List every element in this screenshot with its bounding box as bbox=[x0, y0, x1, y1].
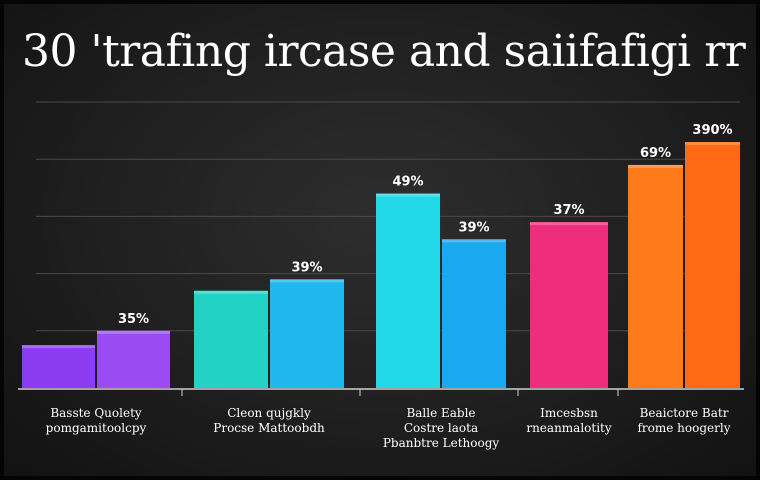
chart-title: 30 'trafing ircase and saiifafigi rroii bbox=[22, 26, 746, 77]
category-label: Costre laota bbox=[404, 421, 478, 435]
category-label: pomgamitoolcpy bbox=[46, 421, 147, 435]
category-label: Procse Mattoobdh bbox=[213, 421, 325, 435]
category-label: Pbanbtre Lethoogy bbox=[383, 436, 500, 450]
bar bbox=[22, 345, 95, 388]
bar-highlight bbox=[530, 222, 608, 226]
bar-highlight bbox=[22, 345, 95, 349]
bar bbox=[376, 193, 440, 388]
bar bbox=[685, 142, 740, 388]
bar-highlight bbox=[442, 239, 506, 243]
bar bbox=[530, 222, 608, 388]
category-label: Cleon qujgkly bbox=[227, 406, 311, 420]
category-label: Balle Eable bbox=[406, 406, 475, 420]
data-label: 390% bbox=[692, 123, 732, 138]
data-label: 49% bbox=[392, 175, 423, 190]
data-label: 69% bbox=[640, 146, 671, 161]
bar bbox=[270, 279, 344, 388]
bar-highlight bbox=[685, 142, 740, 146]
data-label: 39% bbox=[458, 220, 489, 235]
data-label: 35% bbox=[118, 312, 149, 327]
bar-highlight bbox=[270, 279, 344, 283]
category-label: rneanmalotity bbox=[526, 421, 612, 435]
bar-highlight bbox=[194, 290, 268, 294]
category-label: frome hoogerly bbox=[637, 421, 730, 435]
bar-highlight bbox=[628, 164, 683, 168]
bar bbox=[442, 239, 506, 388]
bar bbox=[194, 290, 268, 388]
data-label: 37% bbox=[553, 203, 584, 218]
bar bbox=[628, 164, 683, 388]
category-label: Beaictore Batr bbox=[640, 406, 729, 420]
bar-highlight bbox=[376, 193, 440, 197]
data-label: 39% bbox=[291, 260, 322, 275]
category-label: Basste Quolety bbox=[50, 406, 142, 420]
bar bbox=[97, 330, 170, 388]
bar-highlight bbox=[97, 330, 170, 334]
category-label: Imcesbsn bbox=[540, 406, 598, 420]
